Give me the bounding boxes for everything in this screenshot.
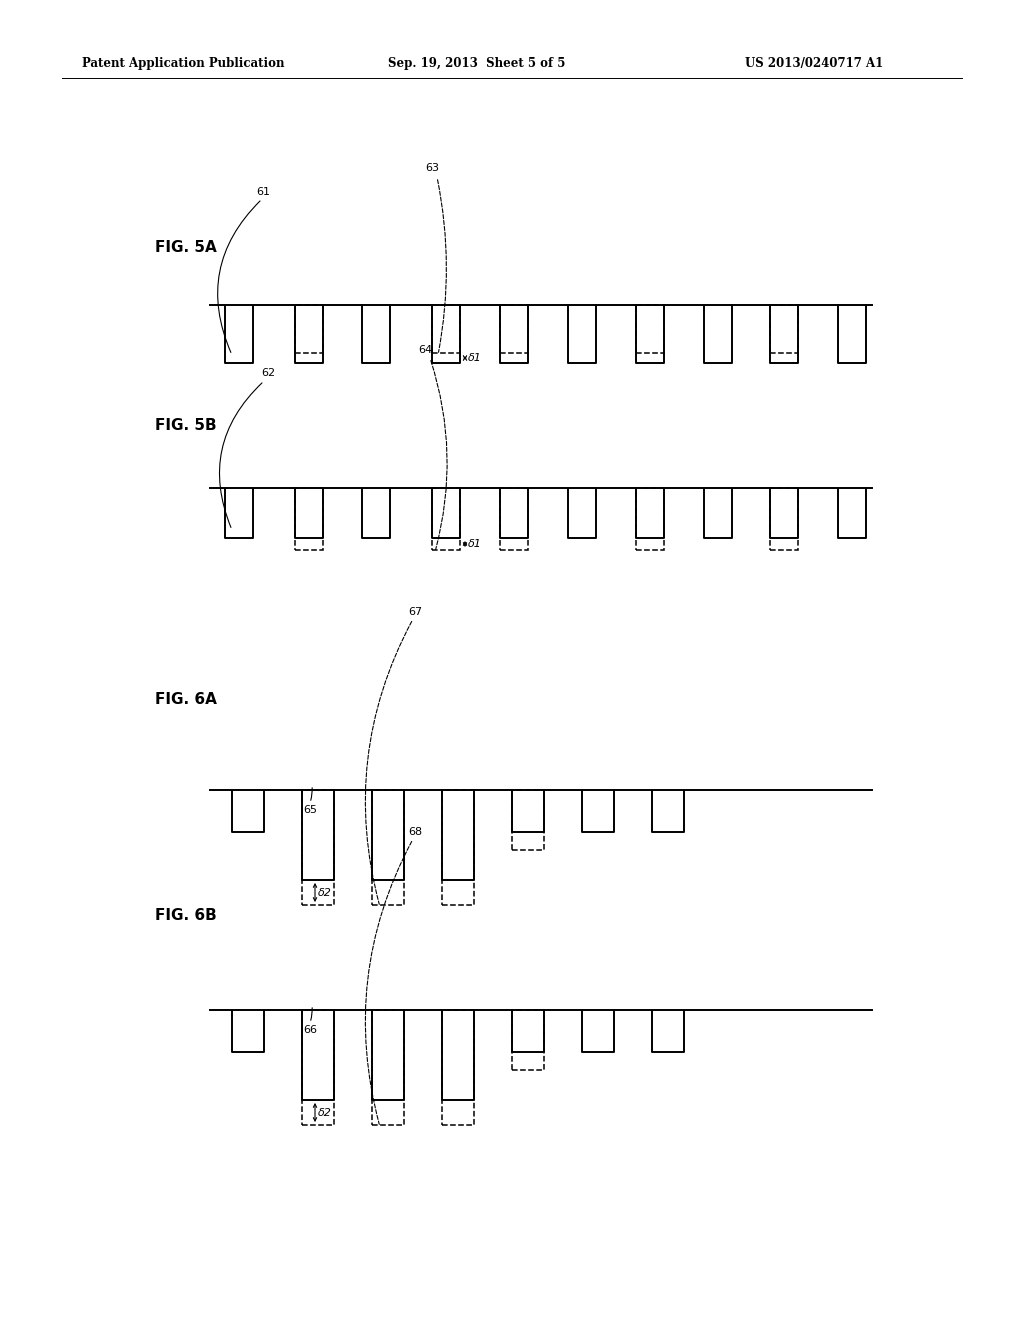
Bar (500, 305, 528, 352)
Text: δ2: δ2 (318, 887, 332, 898)
Bar (372, 789, 404, 906)
Bar (636, 305, 664, 352)
Bar (512, 789, 544, 850)
Bar (302, 789, 334, 906)
Bar (636, 488, 664, 550)
Text: 66: 66 (303, 1026, 317, 1035)
Bar (295, 488, 323, 550)
Text: FIG. 5B: FIG. 5B (155, 417, 217, 433)
Bar (442, 1010, 474, 1125)
Bar (302, 1010, 334, 1125)
Text: Patent Application Publication: Patent Application Publication (82, 57, 285, 70)
Text: FIG. 5A: FIG. 5A (155, 240, 217, 256)
Text: 63: 63 (425, 162, 439, 173)
Bar (500, 488, 528, 550)
Bar (770, 488, 798, 550)
Text: 61: 61 (256, 187, 270, 197)
Bar (372, 1010, 404, 1125)
Text: δ2: δ2 (318, 1107, 332, 1118)
Bar (295, 305, 323, 352)
Text: δ1: δ1 (468, 352, 482, 363)
Text: FIG. 6A: FIG. 6A (155, 693, 217, 708)
Text: 64: 64 (418, 345, 432, 355)
Text: δ1: δ1 (468, 539, 482, 549)
Bar (432, 488, 460, 550)
Text: 68: 68 (408, 828, 422, 837)
Text: 65: 65 (303, 805, 317, 814)
Bar (770, 305, 798, 352)
Text: FIG. 6B: FIG. 6B (155, 908, 217, 923)
Bar (442, 789, 474, 906)
Text: Sep. 19, 2013  Sheet 5 of 5: Sep. 19, 2013 Sheet 5 of 5 (388, 57, 565, 70)
Bar (512, 1010, 544, 1071)
Text: 62: 62 (261, 368, 275, 378)
Text: 67: 67 (408, 607, 422, 616)
Text: US 2013/0240717 A1: US 2013/0240717 A1 (745, 57, 884, 70)
Bar (432, 305, 460, 352)
